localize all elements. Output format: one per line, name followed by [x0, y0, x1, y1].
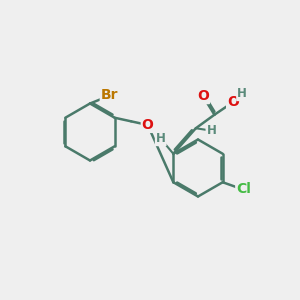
Text: H: H — [237, 87, 247, 100]
Text: O: O — [227, 95, 239, 109]
Text: H: H — [156, 132, 166, 145]
Text: O: O — [197, 89, 209, 103]
Text: O: O — [142, 118, 154, 132]
Text: Br: Br — [101, 88, 118, 102]
Text: Cl: Cl — [236, 182, 251, 196]
Text: H: H — [206, 124, 216, 137]
